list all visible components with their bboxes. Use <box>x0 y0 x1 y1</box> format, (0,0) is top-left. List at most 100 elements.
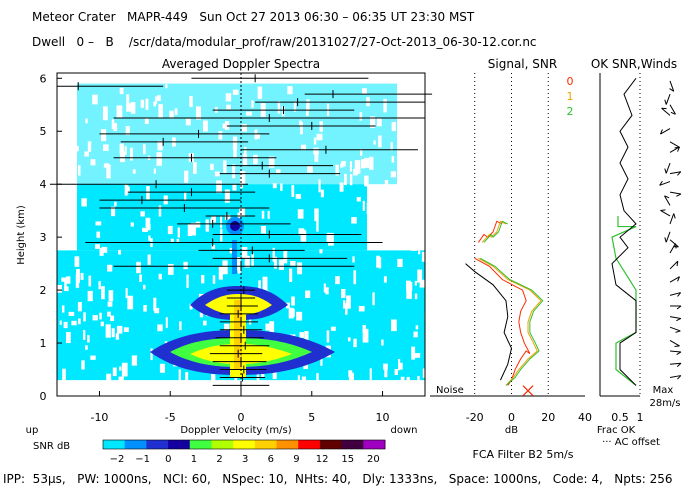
heatmap-speckle <box>142 284 146 290</box>
heatmap-speckle <box>406 376 410 385</box>
heatmap-speckle <box>167 225 173 235</box>
heatmap-speckle <box>341 161 346 167</box>
heatmap-speckle <box>397 185 403 200</box>
heatmap-speckle <box>67 211 73 223</box>
heatmap-speckle <box>178 369 181 381</box>
heatmap-speckle <box>110 206 116 217</box>
heatmap-speckle <box>118 376 124 391</box>
heatmap-speckle <box>69 219 75 224</box>
frac-ok-tick-label: 0.5 <box>611 411 629 424</box>
heatmap-speckle <box>391 156 395 163</box>
heatmap-speckle <box>335 276 340 285</box>
heatmap-speckle <box>299 332 305 338</box>
snr-legend-entry-1: 1 <box>567 90 574 103</box>
heatmap-speckle <box>211 244 216 250</box>
heatmap-speckle <box>107 301 113 307</box>
heatmap-speckle <box>192 162 197 174</box>
heatmap-speckle <box>320 189 324 198</box>
heatmap-speckle <box>286 302 290 309</box>
heatmap-speckle <box>224 189 230 203</box>
colorbar-tick-label: 0 <box>165 454 171 465</box>
heatmap-speckle <box>240 170 246 185</box>
wind-barb-shaft <box>660 128 671 135</box>
footer-params: IPP: 53μs, PW: 1000ns, NCI: 60, NSpec: 1… <box>3 472 673 486</box>
heatmap-speckle <box>340 163 344 168</box>
heatmap-speckle <box>256 370 260 381</box>
snr-title: Signal, SNR <box>488 57 557 71</box>
wind-barb-head <box>669 88 675 92</box>
wind-barb-shaft <box>660 210 671 217</box>
heatmap-speckle <box>176 238 180 243</box>
heatmap-speckle <box>165 84 168 89</box>
colorbar-swatch <box>168 440 191 449</box>
heatmap-speckle <box>75 274 80 288</box>
heatmap-speckle <box>424 312 429 322</box>
doppler-y-tick-label: 1 <box>40 337 47 350</box>
heatmap-speckle <box>113 123 118 131</box>
heatmap-speckle <box>397 258 403 268</box>
heatmap-speckle <box>291 185 295 197</box>
heatmap-speckle <box>202 320 207 326</box>
heatmap-speckle <box>114 201 117 207</box>
heatmap-speckle <box>297 209 304 219</box>
heatmap-speckle <box>349 161 353 172</box>
heatmap-speckle <box>92 94 98 105</box>
heatmap-speckle <box>406 280 411 291</box>
heatmap-speckle <box>142 144 146 155</box>
heatmap-speckle <box>406 288 412 299</box>
heatmap-speckle <box>211 374 216 387</box>
snr-series-line-2 <box>479 257 544 386</box>
heatmap-speckle <box>419 186 425 198</box>
heatmap-speckle <box>258 280 261 293</box>
heatmap-speckle <box>295 193 302 199</box>
heatmap-speckle <box>276 169 281 175</box>
wind-barb-shaft <box>661 107 671 116</box>
heatmap-speckle <box>100 321 104 327</box>
heatmap-speckle <box>300 144 307 151</box>
heatmap-speckle <box>409 171 413 181</box>
heatmap-speckle <box>297 262 303 275</box>
heatmap-speckle <box>325 287 329 295</box>
heatmap-speckle <box>418 241 421 255</box>
label-down: down <box>391 425 418 436</box>
heatmap-speckle <box>390 142 393 151</box>
heatmap-speckle <box>305 290 311 298</box>
heatmap-speckle <box>369 116 376 128</box>
frac-ok-line-green <box>611 215 637 386</box>
heatmap-speckle <box>345 303 348 315</box>
heatmap-speckle <box>232 136 238 150</box>
heatmap-speckle <box>232 184 237 191</box>
colorbar-tick-label: −1 <box>135 454 150 465</box>
wind-barb-head <box>676 193 682 197</box>
doppler-y-tick-label: 6 <box>40 72 47 85</box>
wind-barb-shaft <box>659 181 671 186</box>
heatmap-speckle <box>150 348 153 361</box>
heatmap-speckle <box>378 257 382 269</box>
heatmap-speckle <box>339 182 344 192</box>
heatmap-speckle <box>391 121 396 132</box>
heatmap-speckle <box>183 192 187 201</box>
heatmap-speckle <box>177 227 180 238</box>
header-file-path: Dwell 0 – B /scr/data/modular_prof/raw/2… <box>32 35 537 49</box>
heatmap-speckle <box>353 338 357 348</box>
heatmap-speckle <box>124 146 127 155</box>
heatmap-speckle <box>416 88 420 93</box>
heatmap-speckle <box>327 232 334 246</box>
heatmap-speckle <box>145 217 151 228</box>
wind-barb-shaft <box>669 326 681 332</box>
heatmap-speckle <box>234 374 238 388</box>
heatmap-speckle <box>265 323 271 331</box>
heatmap-speckle <box>300 230 307 242</box>
heatmap-speckle <box>243 153 247 161</box>
colorbar-tick-label: 2 <box>216 454 222 465</box>
heatmap-speckle <box>360 148 363 156</box>
wind-barb-head <box>676 351 682 356</box>
heatmap-speckle <box>184 170 189 183</box>
heatmap-speckle <box>90 355 96 360</box>
heatmap-speckle <box>126 103 132 112</box>
snr-series-line-0 <box>474 257 531 386</box>
heatmap-speckle <box>226 104 231 110</box>
heatmap-speckle <box>330 326 336 331</box>
heatmap-speckle <box>142 227 149 232</box>
heatmap-speckle <box>98 281 101 290</box>
